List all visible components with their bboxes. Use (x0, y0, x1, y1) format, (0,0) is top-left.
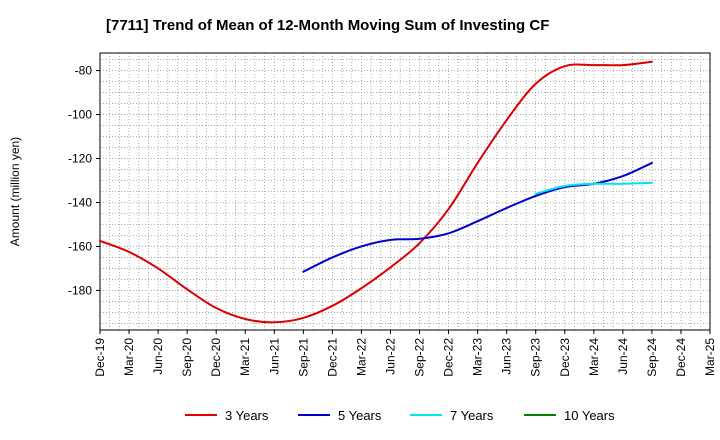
plot-frame (99, 52, 711, 331)
y-tick-label: -180 (68, 283, 92, 297)
x-tick-label: Mar-21 (238, 338, 252, 376)
y-tick-label: -100 (68, 108, 92, 122)
x-tick-label: Dec-19 (93, 338, 107, 377)
plot-area (100, 53, 710, 330)
x-tick-label: Dec-20 (209, 338, 223, 377)
y-tick-label: -120 (68, 152, 92, 166)
legend-label: 3 Years (225, 408, 269, 423)
legend-label: 10 Years (564, 408, 615, 423)
series-line-3-years (99, 60, 653, 324)
y-tick-label: -160 (68, 239, 92, 253)
x-tick-label: Sep-23 (529, 338, 543, 377)
x-tick-label: Dec-21 (325, 338, 339, 377)
x-tick-label: Jun-20 (151, 338, 165, 375)
y-tick-label: -140 (68, 195, 92, 209)
x-tick-label: Jun-21 (267, 338, 281, 375)
series-line-7-years (534, 181, 653, 195)
x-tick-label: Mar-25 (703, 338, 717, 376)
x-tick-label: Sep-24 (645, 338, 659, 377)
chart-title: [7711] Trend of Mean of 12-Month Moving … (106, 17, 549, 34)
x-tick-label: Dec-23 (558, 338, 572, 377)
y-axis: -80 -100 -120 -140 -160 -180 (68, 64, 100, 297)
x-tick-label: Mar-20 (122, 338, 136, 376)
series-lines (99, 60, 653, 324)
x-tick-label: Mar-22 (354, 338, 368, 376)
legend-label: 5 Years (338, 408, 382, 423)
x-tick-label: Jun-22 (383, 338, 397, 375)
x-tick-label: Sep-21 (296, 338, 310, 377)
x-tick-label: Jun-23 (500, 338, 514, 375)
legend-label: 7 Years (450, 408, 494, 423)
y-axis-label: Amount (million yen) (8, 137, 22, 246)
x-tick-label: Dec-22 (442, 338, 456, 377)
x-tick-label: Dec-24 (674, 338, 688, 377)
grid (99, 53, 711, 330)
x-tick-label: Mar-24 (587, 338, 601, 376)
x-tick-label: Mar-23 (471, 338, 485, 376)
x-axis: Dec-19 Mar-20 Jun-20 Sep-20 Dec-20 Mar-21 Jun-… (93, 330, 717, 377)
y-tick-label: -80 (75, 64, 93, 78)
x-tick-label: Sep-20 (180, 338, 194, 377)
x-tick-label: Sep-22 (413, 338, 427, 377)
legend: 3 Years 5 Years 7 Years 10 Years (185, 408, 615, 423)
x-tick-label: Jun-24 (616, 338, 630, 375)
